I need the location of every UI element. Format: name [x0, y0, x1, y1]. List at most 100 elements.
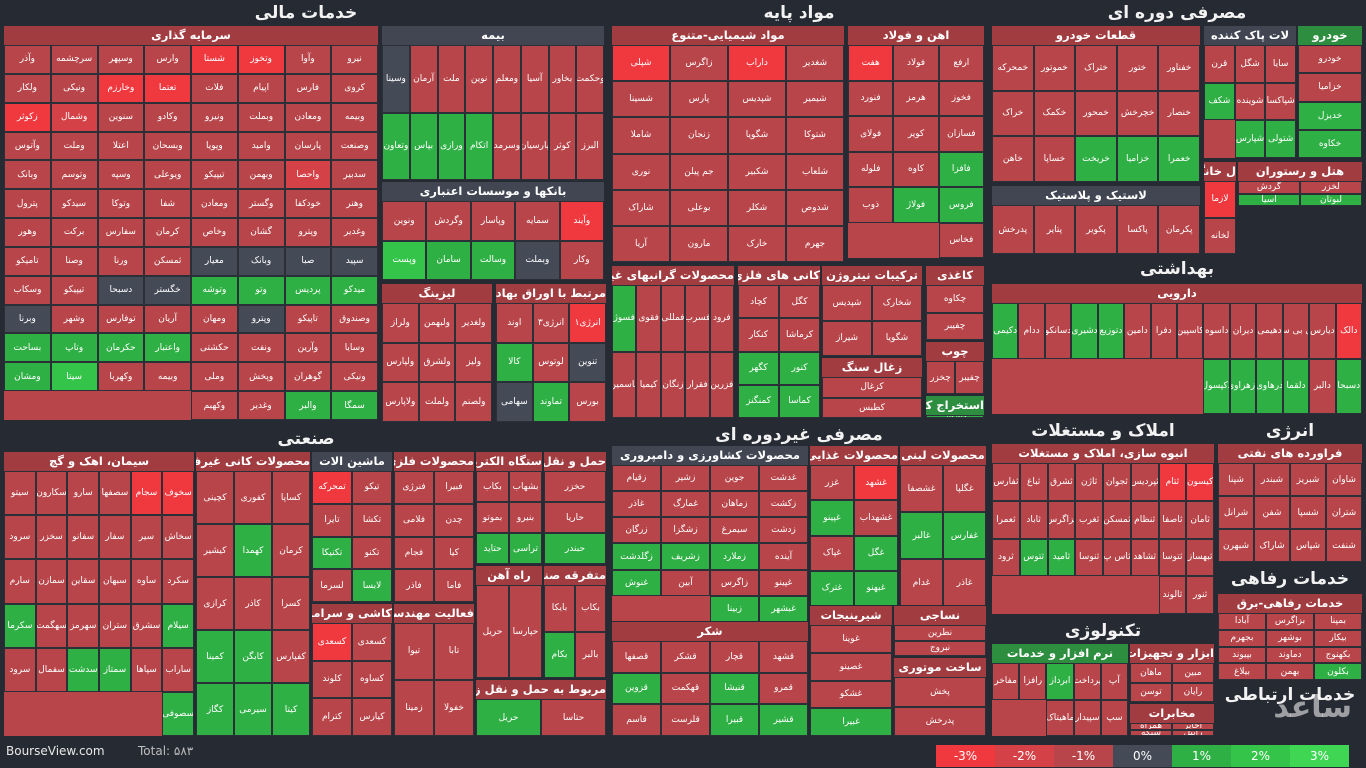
stock-tile[interactable]: تماوند — [532, 382, 570, 422]
stock-tile[interactable]: خزامیا — [1298, 73, 1362, 102]
stock-tile[interactable]: زملارد — [710, 543, 759, 570]
stock-tile[interactable]: ولراز — [382, 303, 419, 343]
stock-tile[interactable]: حکشتی — [191, 333, 238, 363]
stock-tile[interactable]: سمازن — [35, 559, 68, 604]
stock-tile[interactable]: حبندر — [544, 533, 606, 564]
stock-tile[interactable]: تیکو — [352, 471, 392, 504]
stock-tile[interactable]: غفارس — [943, 512, 986, 559]
stock-tile[interactable]: کرمان — [144, 218, 191, 247]
stock-tile[interactable]: تعتما — [144, 73, 191, 103]
stock-tile[interactable]: بالبر — [575, 631, 606, 678]
stock-tile[interactable]: فلامی — [394, 503, 434, 537]
stock-tile[interactable]: فسرب — [685, 285, 710, 352]
stock-tile[interactable]: ثجوان — [1103, 463, 1131, 501]
stock-tile[interactable]: پترول — [4, 189, 51, 219]
stock-tile[interactable]: زدشت — [759, 517, 808, 544]
stock-tile[interactable]: گوهران — [284, 362, 332, 392]
stock-tile[interactable]: نیرو — [331, 45, 378, 74]
stock-tile[interactable]: وهنر — [331, 189, 378, 219]
stock-tile[interactable]: بنیرو — [509, 502, 542, 533]
stock-tile[interactable]: زقیام — [612, 465, 661, 492]
stock-tile[interactable]: کرماشا — [779, 318, 820, 352]
stock-tile[interactable]: زشگزا — [661, 517, 710, 544]
stock-tile[interactable]: تکنیکا — [312, 536, 352, 570]
industry-refining[interactable]: ترکیبات نیتروژن شخارک شپدیس شگویا شیراز — [821, 265, 923, 357]
stock-tile[interactable]: غاذر — [612, 491, 661, 518]
stock-tile[interactable]: ولاپارس — [382, 382, 419, 422]
stock-tile[interactable]: کگاز — [196, 683, 234, 736]
industry-auto[interactable]: خودرو خودرو خزامیا خدیزل خکاوه — [1297, 25, 1363, 159]
stock-tile[interactable]: کمنگنز — [738, 384, 779, 418]
stock-tile[interactable]: وملت — [50, 131, 98, 161]
stock-tile[interactable]: ولغدیر — [455, 303, 492, 343]
stock-tile[interactable]: وپترو — [237, 304, 285, 334]
stock-tile[interactable]: ماهیتاک — [1046, 699, 1074, 736]
stock-tile[interactable]: کساپا — [272, 471, 310, 524]
stock-tile[interactable]: فولاد — [893, 45, 939, 81]
stock-tile[interactable]: وبهمن — [237, 160, 285, 190]
stock-tile[interactable]: ونوین — [382, 201, 427, 241]
stock-tile[interactable]: غنوش — [612, 569, 661, 596]
stock-tile[interactable]: وآذر — [4, 45, 51, 74]
stock-tile[interactable]: وسپهر — [97, 45, 145, 74]
stock-tile[interactable]: کاسپین — [1177, 303, 1204, 359]
stock-tile[interactable]: قصفها — [612, 641, 661, 673]
stock-tile[interactable]: لازما — [1204, 181, 1236, 218]
stock-tile[interactable]: وبسحان — [144, 131, 191, 161]
stock-tile[interactable]: شبهرن — [1218, 529, 1254, 562]
stock-tile[interactable]: ومشان — [4, 362, 51, 392]
stock-tile[interactable]: گشان — [237, 218, 285, 247]
stock-tile[interactable]: فولاژ — [893, 187, 939, 223]
stock-tile[interactable]: ساراب — [162, 647, 194, 692]
stock-tile[interactable]: خکمک — [1033, 90, 1076, 137]
stock-tile[interactable]: ثاژن — [1075, 463, 1103, 501]
stock-tile[interactable]: حپارسا — [509, 585, 542, 678]
industry-dairy[interactable]: محصولات لبنی غگلپا غشصفا غفارس غالبر غاذر غدام — [899, 445, 987, 607]
stock-tile[interactable]: قرن — [1204, 45, 1235, 83]
stock-tile[interactable]: بایکا — [544, 585, 575, 632]
stock-tile[interactable]: سپاها — [130, 647, 163, 692]
stock-tile[interactable]: آریان — [144, 304, 191, 334]
stock-tile[interactable]: فخاس — [938, 222, 984, 258]
stock-tile[interactable]: ثنور — [1186, 576, 1214, 614]
stock-tile[interactable]: آسیا — [520, 45, 549, 113]
stock-tile[interactable]: وشهر — [50, 304, 98, 334]
stock-tile[interactable]: خودکفا — [284, 189, 332, 219]
stock-tile[interactable]: آریا — [612, 225, 670, 262]
industry-agri[interactable]: محصولات کشاورزی و دامپروری غدشت جوین زشیر زق… — [611, 445, 809, 623]
stock-tile[interactable]: واعتبار — [144, 333, 191, 363]
stock-tile[interactable]: خفولا — [434, 679, 474, 736]
industry-banks[interactable]: بانکها و موسسات اعتباری وآیند سمایه وپاسار و… — [381, 181, 605, 281]
industry-cleaners[interactable]: لات پاک کننده سایا شگل قرن شپاکسا شوینده شکف شت… — [1203, 25, 1297, 159]
stock-tile[interactable]: زشیر — [661, 465, 710, 492]
industry-machinery[interactable]: ماشین الات تیکو تمحرکه تکشا تایرا تکنو تکنیکا ل… — [311, 451, 393, 603]
stock-tile[interactable]: ونیکی — [50, 73, 98, 103]
industry-health[interactable]: داروییدالکدیارسکی بی سیدهیمیدیرانداسوهکا… — [991, 283, 1363, 415]
stock-tile[interactable]: وکار — [559, 240, 604, 280]
stock-tile[interactable]: سقاین — [67, 559, 100, 604]
industry-railway[interactable]: راه آهن حپارسا حریل — [475, 565, 543, 679]
stock-tile[interactable]: سشرق — [130, 603, 163, 648]
stock-tile[interactable]: شنفت — [1326, 529, 1362, 562]
stock-tile[interactable]: وتوشه — [191, 275, 238, 305]
stock-tile[interactable]: حتاید — [476, 533, 509, 564]
stock-tile[interactable]: چکاوه — [926, 285, 984, 313]
stock-tile[interactable]: کیتا — [272, 683, 310, 736]
stock-tile[interactable]: بکاب — [476, 471, 509, 502]
stock-tile[interactable]: وهور — [4, 218, 51, 247]
stock-tile[interactable]: فبیرا — [434, 471, 474, 504]
stock-tile[interactable]: زاگرس — [710, 569, 759, 596]
stock-tile[interactable]: قزوین — [612, 672, 661, 705]
stock-tile[interactable]: سهامی — [496, 382, 533, 422]
stock-tile[interactable]: وکهبم — [191, 391, 238, 420]
stock-tile[interactable]: آبادا — [1218, 613, 1266, 630]
stock-tile[interactable]: قهکمت — [661, 672, 710, 705]
stock-tile[interactable]: وارس — [144, 45, 191, 74]
stock-tile[interactable]: شغدیر — [786, 45, 844, 82]
stock-tile[interactable]: وپست — [382, 240, 427, 280]
stock-tile[interactable]: بمپنا — [1314, 613, 1362, 630]
stock-tile[interactable]: انرژی۱ — [569, 303, 606, 343]
stock-tile[interactable]: زاگرس — [670, 45, 728, 82]
stock-tile[interactable]: کیشیر — [196, 524, 234, 577]
stock-tile[interactable]: وآرین — [284, 333, 332, 363]
